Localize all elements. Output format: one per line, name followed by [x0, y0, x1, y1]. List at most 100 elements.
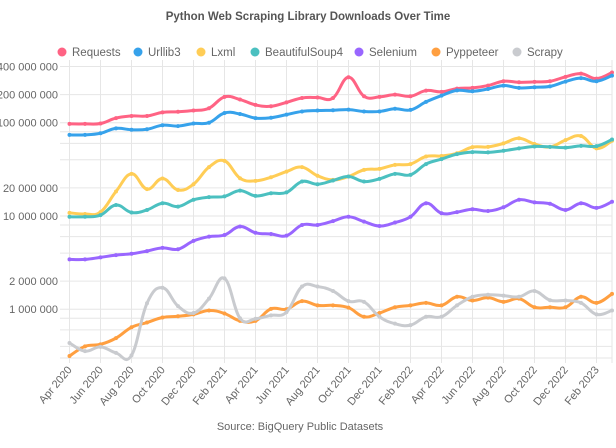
legend-item-beautifulsoup4[interactable]: BeautifulSoup4 [250, 47, 344, 59]
data-point-beautifulsoup4 [486, 150, 490, 155]
legend-item-urllib3[interactable]: Urllib3 [133, 47, 181, 59]
y-tick-label: 10 000 000 [3, 211, 58, 223]
data-point-selenium [129, 251, 134, 256]
data-point-urllib3 [160, 123, 165, 128]
data-point-scrapy [331, 288, 335, 293]
data-point-beautifulsoup4 [284, 190, 289, 195]
data-point-requests [191, 108, 196, 113]
data-point-urllib3 [207, 120, 211, 125]
data-point-requests [563, 74, 568, 79]
data-point-pyppeteer [114, 336, 118, 341]
legend-label: Scrapy [527, 47, 563, 59]
chart-title: Python Web Scraping Library Downloads Ov… [166, 11, 451, 23]
data-point-requests [253, 102, 258, 107]
series-scrapy [67, 276, 614, 361]
data-point-selenium [362, 219, 366, 224]
data-point-urllib3 [300, 109, 304, 114]
data-point-urllib3 [594, 79, 599, 84]
data-point-lxml [579, 133, 583, 138]
data-point-lxml [145, 187, 149, 192]
data-point-selenium [222, 232, 227, 237]
data-point-urllib3 [114, 126, 118, 131]
data-point-scrapy [470, 294, 475, 299]
data-point-requests [346, 75, 351, 80]
data-point-selenium [207, 234, 211, 239]
data-point-beautifulsoup4 [393, 171, 397, 176]
data-point-selenium [253, 230, 258, 235]
data-point-lxml [501, 141, 506, 146]
data-point-lxml [207, 165, 211, 170]
data-point-lxml [83, 211, 87, 216]
legend-marker-urllib3 [133, 47, 143, 57]
legend-marker-lxml [196, 47, 206, 57]
data-point-requests [532, 79, 537, 84]
data-point-pyppeteer [486, 295, 490, 300]
legend-item-scrapy[interactable]: Scrapy [512, 47, 564, 59]
legend-label: Urllib3 [148, 47, 181, 59]
data-point-requests [470, 85, 475, 90]
data-point-urllib3 [346, 107, 351, 112]
series-requests [67, 70, 614, 126]
data-point-pyppeteer [439, 303, 444, 308]
data-point-pyppeteer [610, 291, 614, 296]
data-point-scrapy [532, 288, 537, 293]
legend-label: Lxml [211, 47, 235, 59]
data-point-selenium [191, 238, 196, 243]
data-point-scrapy [269, 313, 273, 318]
data-point-scrapy [114, 350, 118, 355]
legend-label: Selenium [369, 47, 417, 59]
data-point-pyppeteer [424, 300, 428, 305]
data-point-lxml [67, 210, 72, 215]
y-tick-label: 100 000 000 [0, 118, 58, 130]
data-point-beautifulsoup4 [610, 137, 614, 142]
data-point-urllib3 [191, 121, 196, 126]
data-point-scrapy [579, 300, 583, 305]
data-point-lxml [517, 136, 521, 141]
data-point-selenium [176, 247, 180, 252]
data-point-pyppeteer [83, 344, 87, 349]
data-point-lxml [238, 176, 242, 181]
data-point-urllib3 [470, 89, 475, 94]
data-point-beautifulsoup4 [207, 195, 211, 200]
data-point-urllib3 [408, 107, 413, 112]
data-point-urllib3 [129, 127, 134, 132]
data-point-lxml [222, 158, 227, 163]
legend-item-pyppeteer[interactable]: Pyppeteer [431, 47, 499, 59]
data-point-lxml [377, 166, 382, 171]
legend-item-lxml[interactable]: Lxml [196, 47, 236, 59]
legend-marker-beautifulsoup4 [250, 47, 260, 57]
data-point-lxml [269, 175, 273, 180]
data-point-selenium [67, 257, 72, 262]
data-point-beautifulsoup4 [470, 150, 475, 155]
data-point-urllib3 [362, 109, 366, 114]
data-point-requests [145, 113, 149, 118]
data-point-urllib3 [269, 115, 273, 120]
data-point-selenium [346, 214, 351, 219]
legend: Requests Urllib3 Lxml BeautifulSoup4 Seleniu… [57, 47, 564, 59]
legend-item-requests[interactable]: Requests [57, 47, 121, 59]
data-point-selenium [98, 255, 103, 260]
data-point-scrapy [145, 301, 149, 306]
data-point-scrapy [362, 299, 366, 304]
data-point-pyppeteer [393, 305, 397, 310]
data-point-urllib3 [517, 85, 521, 90]
data-point-pyppeteer [67, 354, 72, 359]
data-point-requests [439, 89, 444, 94]
data-point-pyppeteer [300, 299, 304, 304]
data-point-selenium [238, 224, 242, 229]
data-point-scrapy [207, 296, 211, 301]
data-point-requests [238, 97, 242, 102]
data-point-selenium [377, 224, 382, 229]
data-point-selenium [408, 214, 413, 219]
data-point-beautifulsoup4 [300, 179, 304, 184]
data-point-beautifulsoup4 [563, 145, 568, 150]
data-point-selenium [548, 201, 552, 206]
data-point-scrapy [501, 293, 506, 298]
data-point-requests [98, 121, 103, 126]
data-point-urllib3 [253, 116, 258, 121]
legend-item-selenium[interactable]: Selenium [354, 47, 417, 59]
data-point-scrapy [67, 340, 72, 345]
y-tick-label: 1 000 000 [9, 304, 58, 316]
data-point-beautifulsoup4 [377, 176, 382, 181]
data-point-urllib3 [145, 127, 149, 132]
